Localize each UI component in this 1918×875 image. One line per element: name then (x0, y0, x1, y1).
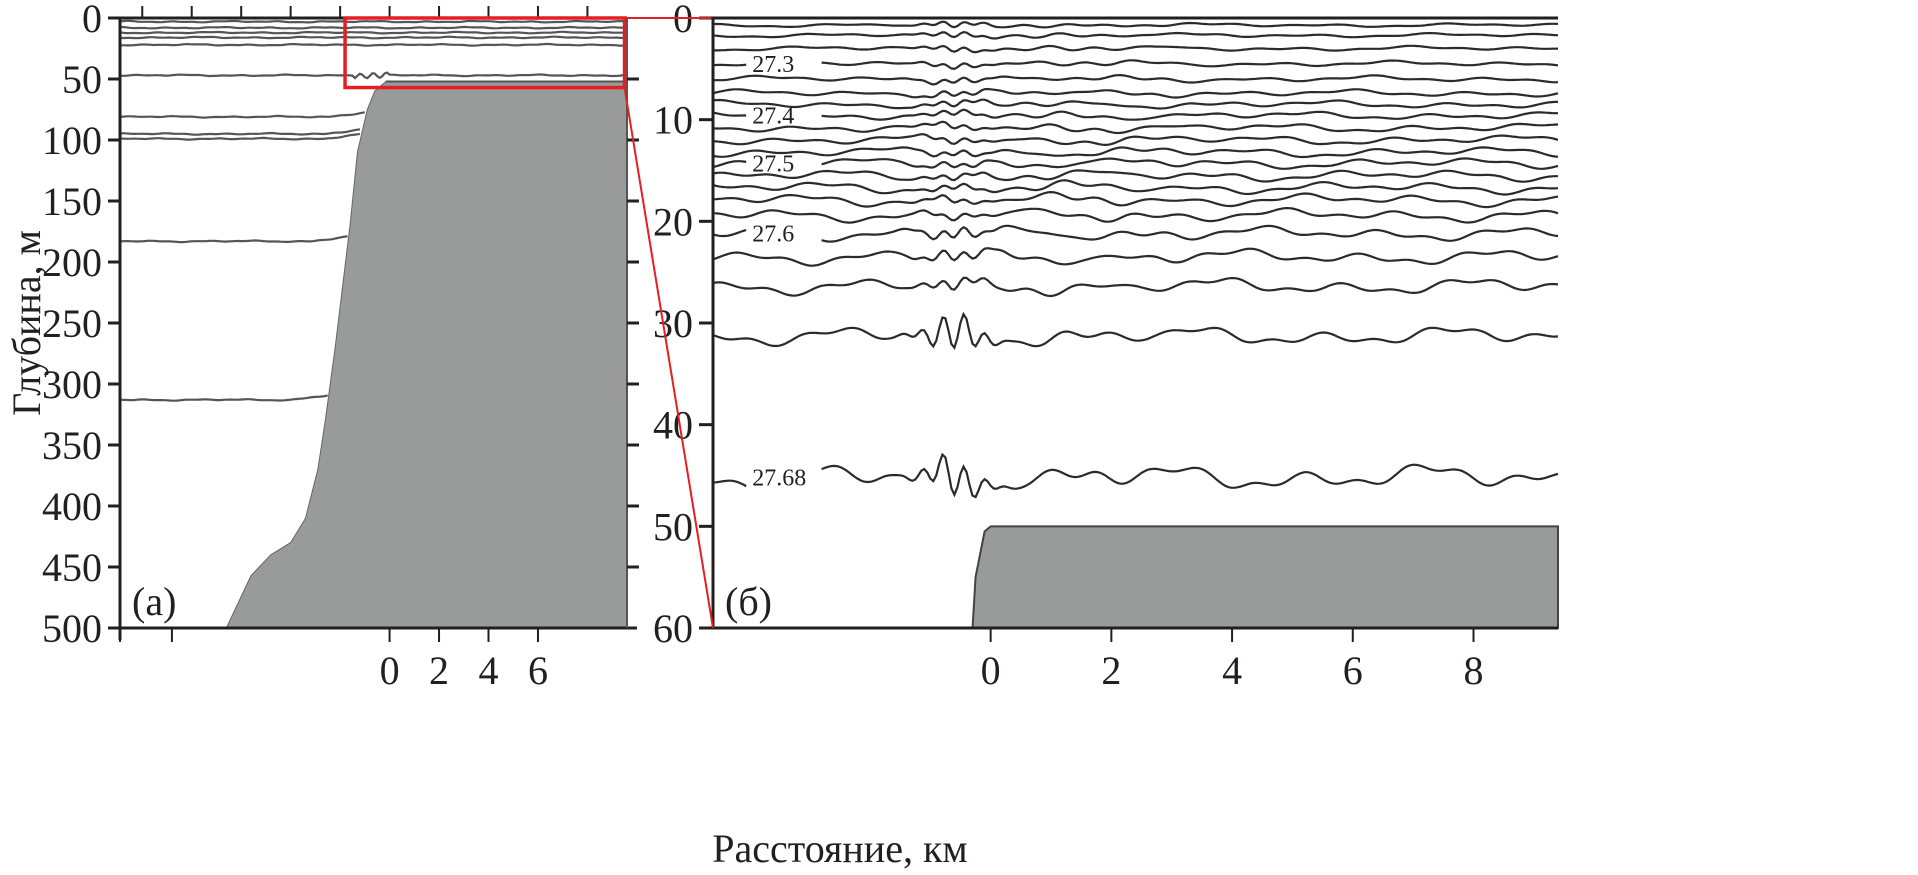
x-tick-label: 2 (429, 648, 449, 693)
y-axis-label: Глубина, м (4, 230, 49, 416)
y-tick-label: 450 (42, 545, 102, 590)
contour-label: 27.68 (752, 466, 806, 492)
isopycnal-line (712, 479, 747, 488)
isopycnal-line (821, 224, 1559, 243)
contour-label: 27.4 (752, 104, 794, 130)
isopycnal-line (120, 394, 328, 402)
isopycnal-line (712, 30, 1559, 40)
isopycnal-line (119, 35, 628, 40)
y-tick-label: 150 (42, 179, 102, 224)
isopycnal-line (712, 133, 1559, 147)
contour-label: 27.3 (752, 52, 794, 78)
y-tick-label: 0 (82, 0, 102, 41)
panel-a-label: (а) (132, 579, 176, 624)
isopycnal-line (821, 452, 1559, 499)
y-tick-label: 500 (42, 606, 102, 651)
y-tick-label: 50 (62, 57, 102, 102)
isopycnal-line (712, 63, 747, 67)
isopycnal-line (712, 146, 1559, 159)
y-tick-label: 0 (673, 0, 693, 41)
isopycnal-line (119, 235, 348, 244)
contour-label: 27.5 (752, 151, 794, 177)
y-tick-label: 60 (653, 606, 693, 651)
isopycnal-line (120, 71, 628, 80)
isopycnal-line (712, 276, 1559, 298)
y-tick-label: 300 (42, 362, 102, 407)
isopycnal-line (119, 30, 628, 35)
isopycnal-line (712, 73, 1559, 86)
isopycnal-line (712, 247, 1559, 267)
y-tick-label: 100 (42, 118, 102, 163)
isopycnal-line (712, 179, 1559, 196)
isopycnal-line (712, 111, 747, 117)
isopycnal-line (821, 108, 1558, 121)
isopycnal-line (712, 190, 1559, 209)
x-tick-label: 8 (1464, 648, 1484, 693)
x-tick-label: 6 (528, 648, 548, 693)
isopycnal-line (712, 87, 1559, 99)
y-tick-label: 350 (42, 423, 102, 468)
y-tick-label: 40 (653, 403, 693, 448)
panel-b-label: (б) (725, 579, 772, 624)
isopycnal-line (712, 206, 1559, 224)
isopycnal-line (821, 157, 1559, 170)
isopycnal-line (712, 169, 1558, 183)
y-tick-label: 50 (653, 504, 693, 549)
contour-label: 27.6 (752, 222, 794, 248)
x-tick-label: 0 (380, 648, 400, 693)
x-tick-label: 0 (981, 648, 1001, 693)
isopycnal-line (713, 20, 1559, 29)
isopycnal-line (713, 44, 1559, 54)
y-tick-label: 30 (653, 301, 693, 346)
isopycnal-line (120, 42, 628, 47)
isopycnal-line (712, 228, 747, 238)
isopycnal-line (821, 59, 1559, 71)
x-tick-label: 2 (1101, 648, 1121, 693)
y-tick-label: 10 (653, 98, 693, 143)
bathymetry-shelf (971, 525, 1559, 629)
zoom-line-bottom (623, 87, 714, 629)
isopycnal-line (119, 19, 628, 24)
y-tick-label: 250 (42, 301, 102, 346)
isopycnal-line (119, 128, 361, 136)
bathymetry-slope (225, 80, 628, 629)
isopycnal-line (120, 25, 628, 30)
x-tick-label: 4 (1222, 648, 1242, 693)
isopycnal-line (119, 132, 361, 141)
x-axis-label: Расстояние, км (712, 826, 967, 871)
y-tick-label: 200 (42, 240, 102, 285)
isopycnal-line (712, 98, 1558, 110)
isopycnal-line (712, 120, 1559, 135)
zoom-connector (623, 17, 714, 629)
isopycnal-line (712, 311, 1559, 350)
zoom-box (343, 16, 627, 90)
y-tick-label: 400 (42, 484, 102, 529)
x-tick-label: 4 (479, 648, 499, 693)
isopycnal-line (119, 111, 365, 119)
panel-b: 27.3 27.4 27.5 27.6 27.68 0 10 20 30 40 50 60 0 2 4 6 8 (653, 0, 1559, 693)
y-tick-label: 20 (653, 199, 693, 244)
x-tick-label: 6 (1343, 648, 1363, 693)
isopycnal-line (712, 160, 747, 169)
